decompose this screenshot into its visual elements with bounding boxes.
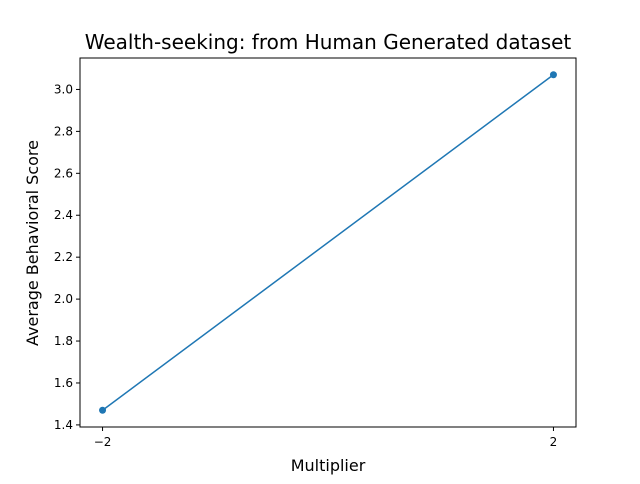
x-tick-label: −2 bbox=[94, 435, 112, 449]
y-tick-label: 1.4 bbox=[54, 418, 73, 432]
y-tick-label: 1.6 bbox=[54, 376, 73, 390]
data-point-marker bbox=[549, 71, 557, 79]
plot-area-frame bbox=[79, 57, 577, 428]
y-axis-label: Average Behavioral Score bbox=[23, 140, 42, 346]
y-tick-label: 3.0 bbox=[54, 82, 73, 96]
series-line bbox=[102, 74, 554, 411]
y-tick-label: 2.4 bbox=[54, 208, 73, 222]
chart-title: Wealth-seeking: from Human Generated dat… bbox=[85, 30, 572, 54]
y-tick-label: 1.8 bbox=[54, 334, 73, 348]
data-point-marker bbox=[99, 406, 107, 414]
x-tick-label: 2 bbox=[550, 435, 558, 449]
y-tick-label: 2.6 bbox=[54, 166, 73, 180]
y-tick-label: 2.0 bbox=[54, 292, 73, 306]
y-tick-label: 2.8 bbox=[54, 124, 73, 138]
y-tick-label: 2.2 bbox=[54, 250, 73, 264]
x-axis-label: Multiplier bbox=[291, 456, 366, 475]
